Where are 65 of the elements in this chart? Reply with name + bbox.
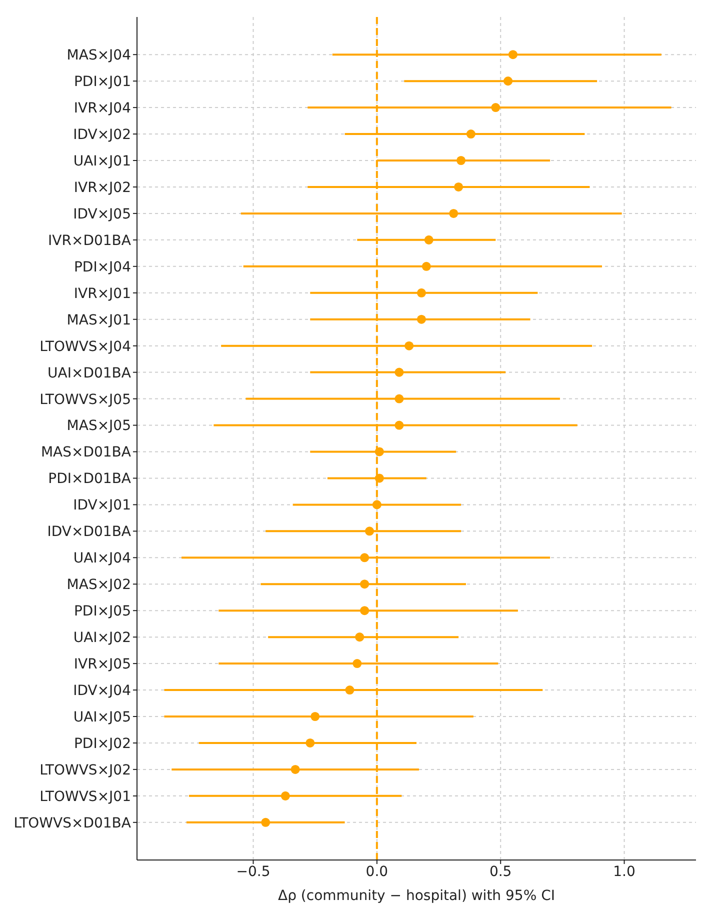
x-tick-label: 0.5 bbox=[489, 864, 512, 880]
y-tick-label: MAS×J02 bbox=[66, 577, 131, 594]
y-tick-label: IDV×D01BA bbox=[47, 524, 132, 540]
y-tick-label: UAI×J01 bbox=[73, 153, 131, 170]
y-tick-label: MAS×D01BA bbox=[40, 444, 132, 461]
point bbox=[374, 447, 384, 456]
point bbox=[394, 394, 404, 404]
y-tick-label: LTOWVS×D01BA bbox=[14, 815, 132, 832]
y-tick-label: PDI×J01 bbox=[74, 74, 131, 90]
point bbox=[360, 580, 370, 589]
y-tick-label: LTOWVS×J02 bbox=[40, 762, 131, 778]
point bbox=[491, 103, 500, 112]
y-tick-label: PDI×D01BA bbox=[48, 471, 132, 488]
y-tick-label: IDV×J04 bbox=[73, 682, 132, 699]
point bbox=[372, 500, 382, 510]
x-axis-title: Δρ (community − hospital) with 95% CI bbox=[278, 888, 555, 904]
y-tick-label: MAS×J01 bbox=[66, 312, 131, 328]
y-tick-label: PDI×J02 bbox=[74, 736, 131, 752]
point bbox=[290, 764, 300, 774]
y-tick-label: UAI×J05 bbox=[73, 709, 131, 726]
x-tick-label: −0.5 bbox=[236, 864, 270, 880]
point bbox=[404, 341, 414, 350]
point bbox=[466, 130, 476, 139]
y-tick-label: IVR×J05 bbox=[74, 656, 131, 673]
point bbox=[345, 686, 354, 695]
point bbox=[424, 235, 434, 244]
point bbox=[306, 738, 315, 748]
y-tick-label: IVR×J02 bbox=[74, 180, 131, 196]
point bbox=[310, 712, 320, 722]
y-tick-label: IDV×J01 bbox=[73, 498, 131, 514]
y-tick-label: PDI×J05 bbox=[74, 604, 131, 620]
y-tick-label: MAS×J05 bbox=[66, 418, 131, 434]
point bbox=[449, 208, 458, 218]
x-tick-label: 1.0 bbox=[613, 864, 636, 880]
point bbox=[422, 262, 431, 271]
y-tick-label: IVR×D01BA bbox=[48, 232, 132, 249]
point bbox=[508, 50, 518, 60]
x-tick-label: 0.0 bbox=[366, 864, 388, 880]
point bbox=[504, 76, 513, 86]
point bbox=[416, 314, 426, 324]
point bbox=[352, 659, 362, 668]
point bbox=[416, 288, 426, 298]
point bbox=[360, 606, 370, 616]
y-tick-label: LTOWVS×J01 bbox=[40, 788, 131, 805]
y-tick-label: IVR×J04 bbox=[74, 100, 132, 117]
y-tick-label: UAI×D01BA bbox=[48, 365, 132, 382]
y-tick-label: PDI×J04 bbox=[74, 259, 132, 276]
y-tick-label: IDV×J02 bbox=[73, 126, 131, 143]
point bbox=[364, 526, 374, 536]
point bbox=[394, 368, 404, 377]
point bbox=[280, 791, 290, 800]
y-tick-label: UAI×J02 bbox=[73, 630, 131, 646]
y-tick-label: IVR×J01 bbox=[74, 286, 131, 302]
point bbox=[454, 182, 464, 192]
point bbox=[394, 420, 404, 430]
y-tick-label: LTOWVS×J05 bbox=[40, 392, 131, 408]
point bbox=[261, 818, 270, 827]
y-tick-label: LTOWVS×J04 bbox=[40, 338, 132, 355]
point bbox=[374, 474, 384, 483]
y-tick-label: MAS×J04 bbox=[66, 48, 132, 64]
y-tick-label: IDV×J05 bbox=[73, 206, 131, 222]
point bbox=[360, 553, 370, 562]
point bbox=[456, 156, 466, 166]
y-tick-label: UAI×J04 bbox=[73, 550, 132, 567]
point bbox=[355, 632, 364, 642]
